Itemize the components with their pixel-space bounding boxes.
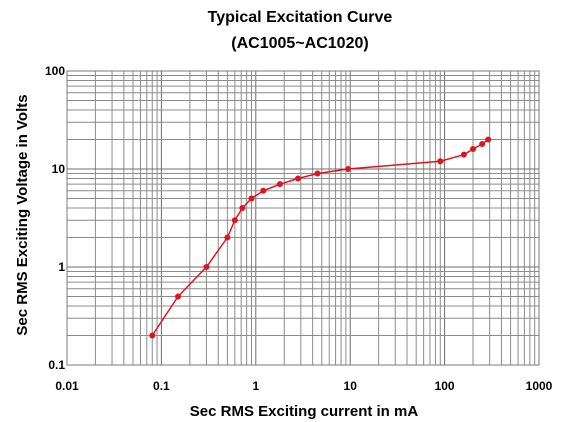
chart-title: Typical Excitation Curve	[208, 9, 393, 26]
data-point	[239, 204, 246, 211]
data-point	[295, 175, 302, 182]
data-point	[314, 170, 321, 177]
data-point	[460, 151, 467, 158]
data-point	[224, 234, 231, 241]
data-point	[248, 195, 255, 202]
x-tick-label: 1	[252, 379, 259, 393]
grid-lines	[66, 71, 539, 366]
data-point	[231, 217, 238, 224]
data-point	[175, 293, 182, 300]
x-tick-label: 10	[344, 379, 358, 393]
data-point	[345, 166, 352, 172]
x-tick-label: 0.1	[153, 379, 170, 393]
y-tick-label: 1	[58, 260, 65, 274]
tick-labels: 0.01 0.1 1 10 100 1000 0.1 1 10 100	[45, 64, 553, 393]
data-point	[260, 187, 267, 194]
x-tick-label: 1000	[526, 379, 553, 393]
data-point	[470, 145, 477, 152]
data-point	[479, 140, 486, 147]
plot-area-frame	[66, 70, 540, 366]
chart-subtitle: (AC1005~AC1020)	[231, 35, 368, 52]
data-point	[276, 181, 283, 188]
x-tick-label: 0.01	[55, 379, 79, 393]
y-axis-label: Sec RMS Exciting Voltage in Volts	[14, 94, 31, 335]
x-axis-label: Sec RMS Exciting current in mA	[190, 403, 419, 420]
data-point	[485, 136, 492, 143]
data-point	[437, 158, 444, 165]
x-tick-label: 100	[435, 379, 455, 393]
y-tick-label: 0.1	[48, 358, 65, 372]
y-tick-label: 10	[52, 162, 66, 176]
y-tick-label: 100	[45, 64, 65, 78]
series-layer	[149, 136, 492, 339]
data-point	[149, 332, 156, 339]
data-point	[203, 264, 210, 270]
